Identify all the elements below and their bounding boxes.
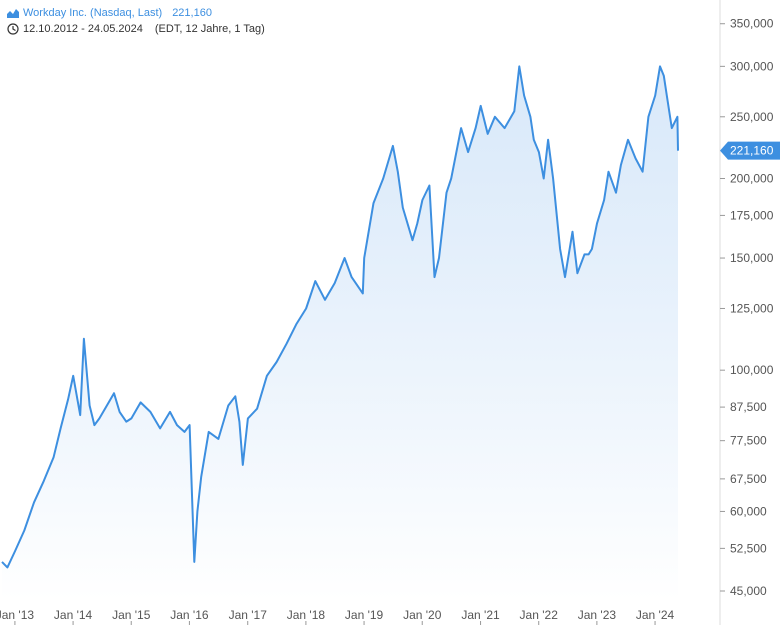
x-tick-label: Jan '20 xyxy=(403,608,442,622)
y-tick-label: 67,500 xyxy=(730,472,767,486)
x-tick-label: Jan '18 xyxy=(287,608,326,622)
y-tick-label: 45,000 xyxy=(730,584,767,598)
y-tick-label: 250,000 xyxy=(730,110,774,124)
x-tick-label: Jan '21 xyxy=(461,608,500,622)
y-tick-label: 300,000 xyxy=(730,59,774,73)
date-range: 12.10.2012 - 24.05.2024 xyxy=(23,23,143,35)
timezone-info: (EDT, 12 Jahre, 1 Tag) xyxy=(154,23,265,35)
y-tick-label: 87,500 xyxy=(730,400,767,414)
x-tick-label: Jan '24 xyxy=(636,608,675,622)
y-tick-label: 150,000 xyxy=(730,251,774,265)
price-line xyxy=(1,65,679,569)
last-price-label: 221,160 xyxy=(730,144,774,158)
x-tick-label: Jan '13 xyxy=(0,608,34,622)
x-tick-label: Jan '22 xyxy=(520,608,559,622)
x-tick-label: Jan '15 xyxy=(112,608,151,622)
x-tick-label: Jan '19 xyxy=(345,608,384,622)
y-tick-label: 77,500 xyxy=(730,434,767,448)
instrument-row: Workday Inc. (Nasdaq, Last) 221,160 xyxy=(7,5,265,21)
y-tick-label: 175,000 xyxy=(730,208,774,222)
y-tick-label: 100,000 xyxy=(730,363,774,377)
x-tick-label: Jan '17 xyxy=(229,608,268,622)
y-tick-label: 200,000 xyxy=(730,171,774,185)
y-tick-label: 125,000 xyxy=(730,301,774,315)
y-tick-label: 350,000 xyxy=(730,17,774,31)
clock-icon xyxy=(7,23,19,35)
range-row: 12.10.2012 - 24.05.2024 (EDT, 12 Jahre, … xyxy=(7,21,265,37)
x-tick-label: Jan '16 xyxy=(170,608,209,622)
chart-header: Workday Inc. (Nasdaq, Last) 221,160 12.1… xyxy=(7,5,265,37)
x-tick-label: Jan '23 xyxy=(578,608,617,622)
y-tick-label: 60,000 xyxy=(730,504,767,518)
area-chart-icon xyxy=(7,9,19,18)
last-value: 221,160 xyxy=(172,7,212,19)
last-price-tag xyxy=(720,141,780,160)
price-area-fill xyxy=(2,66,678,600)
instrument-name: Workday Inc. (Nasdaq, Last) xyxy=(23,7,163,19)
y-tick-label: 52,500 xyxy=(730,541,767,555)
x-tick-label: Jan '14 xyxy=(54,608,93,622)
